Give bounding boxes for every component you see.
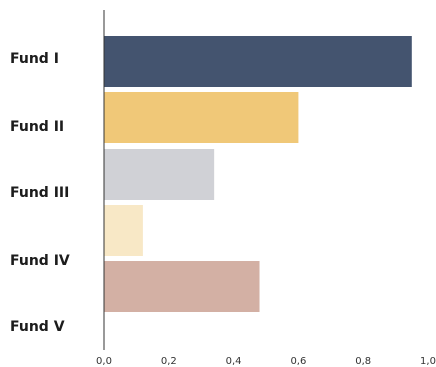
category-labels: Fund I Fund II Fund III Fund IV Fund V	[10, 51, 70, 335]
category-label-fund-v: Fund V	[10, 319, 65, 335]
x-axis-ticks: 0,0 0,2 0,4 0,6 0,8 1,0	[96, 356, 436, 367]
category-label-fund-iii: Fund III	[10, 185, 69, 201]
category-label-fund-iv: Fund IV	[10, 253, 70, 269]
bar-fund-iv	[104, 205, 143, 256]
x-tick-label: 0,8	[355, 356, 371, 367]
category-label-fund-i: Fund I	[10, 51, 59, 67]
category-label-fund-ii: Fund II	[10, 119, 64, 135]
bars-group	[104, 36, 412, 312]
bar-fund-iii	[104, 149, 215, 200]
x-tick-label: 0,2	[161, 356, 177, 367]
x-tick-label: 0,6	[290, 356, 306, 367]
bar-fund-i	[104, 36, 412, 87]
x-tick-label: 0,4	[226, 356, 242, 367]
bar-fund-v	[104, 261, 260, 312]
bar-fund-ii	[104, 92, 299, 143]
x-tick-label: 1,0	[420, 356, 436, 367]
x-tick-label: 0,0	[96, 356, 112, 367]
